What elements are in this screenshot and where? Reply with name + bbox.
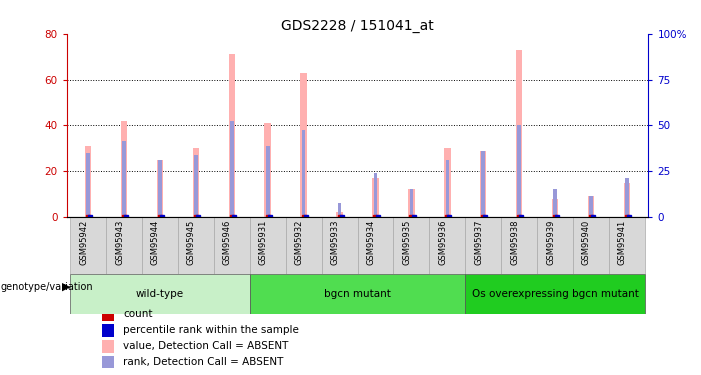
Bar (537, 217, 573, 274)
Text: GSM95931: GSM95931 (259, 220, 268, 265)
Bar (157, 160, 163, 217)
Text: GSM95946: GSM95946 (223, 220, 232, 265)
Text: GSM95937: GSM95937 (474, 220, 483, 265)
Bar (517, 125, 521, 217)
Text: GSM95936: GSM95936 (438, 220, 447, 265)
Bar (552, 199, 558, 217)
Bar (374, 173, 377, 217)
Bar (465, 217, 501, 274)
Bar (122, 141, 126, 217)
Text: wild-type: wild-type (136, 289, 184, 299)
Text: ▶: ▶ (62, 282, 70, 292)
Bar (70, 217, 106, 274)
Bar (516, 50, 522, 217)
Bar (501, 217, 537, 274)
Bar (102, 340, 114, 353)
Bar (553, 189, 557, 217)
Bar (372, 178, 379, 217)
Bar (322, 217, 358, 274)
Bar (230, 121, 233, 217)
Bar (625, 178, 629, 217)
Text: percentile rank within the sample: percentile rank within the sample (123, 326, 299, 335)
Bar (409, 189, 413, 217)
Bar (102, 356, 114, 368)
Bar (286, 217, 322, 274)
Bar (465, 274, 645, 314)
Text: GSM95934: GSM95934 (367, 220, 376, 265)
Bar (121, 121, 128, 217)
Text: GSM95939: GSM95939 (546, 220, 555, 265)
Text: GSM95943: GSM95943 (115, 220, 124, 265)
Text: GSM95944: GSM95944 (151, 220, 160, 265)
Bar (480, 150, 486, 217)
Bar (85, 146, 91, 217)
Title: GDS2228 / 151041_at: GDS2228 / 151041_at (281, 19, 434, 33)
Text: count: count (123, 309, 153, 319)
Text: GSM95940: GSM95940 (582, 220, 591, 265)
Bar (482, 150, 485, 217)
Bar (609, 217, 645, 274)
Text: GSM95938: GSM95938 (510, 220, 519, 265)
Bar (106, 217, 142, 274)
Bar (302, 130, 306, 217)
Bar (338, 203, 341, 217)
Text: GSM95942: GSM95942 (79, 220, 88, 265)
Bar (229, 54, 235, 217)
Text: GSM95932: GSM95932 (294, 220, 304, 265)
Bar (624, 183, 630, 217)
Bar (142, 217, 178, 274)
Text: value, Detection Call = ABSENT: value, Detection Call = ABSENT (123, 342, 288, 351)
Bar (573, 217, 609, 274)
Bar (358, 217, 393, 274)
Bar (393, 217, 429, 274)
Bar (178, 217, 214, 274)
Bar (70, 274, 250, 314)
Bar (193, 148, 199, 217)
Bar (408, 189, 414, 217)
Text: GSM95933: GSM95933 (331, 220, 339, 265)
Bar (446, 160, 449, 217)
Bar (336, 212, 343, 217)
Bar (264, 123, 271, 217)
Bar (589, 196, 593, 217)
Bar (301, 73, 307, 217)
Bar (102, 324, 114, 337)
Bar (250, 274, 465, 314)
Bar (429, 217, 465, 274)
Text: GSM95945: GSM95945 (187, 220, 196, 265)
Bar (86, 153, 90, 217)
Bar (102, 308, 114, 321)
Bar (587, 196, 594, 217)
Bar (194, 155, 198, 217)
Text: GSM95935: GSM95935 (402, 220, 411, 265)
Bar (158, 160, 162, 217)
Text: genotype/variation: genotype/variation (1, 282, 93, 292)
Bar (266, 146, 269, 217)
Bar (214, 217, 250, 274)
Text: rank, Detection Call = ABSENT: rank, Detection Call = ABSENT (123, 357, 283, 367)
Bar (444, 148, 451, 217)
Bar (250, 217, 286, 274)
Text: bgcn mutant: bgcn mutant (324, 289, 391, 299)
Text: GSM95941: GSM95941 (618, 220, 627, 265)
Text: Os overexpressing bgcn mutant: Os overexpressing bgcn mutant (472, 289, 639, 299)
